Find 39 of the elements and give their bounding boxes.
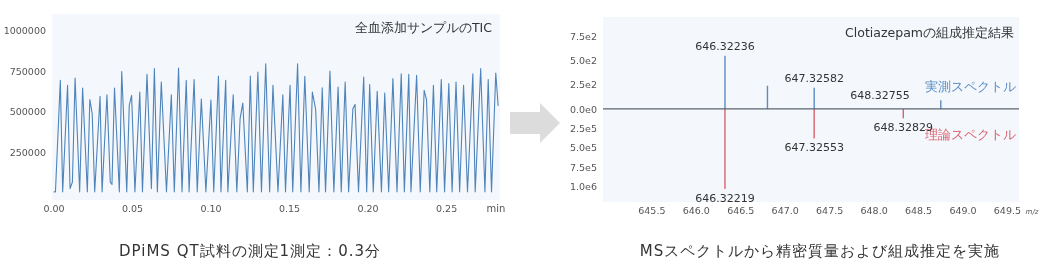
- y-tick-label: 750000: [9, 65, 46, 77]
- x-tick-label: 0.20: [357, 203, 379, 214]
- text: MSスペクトルから精密質量および組成推定を実施: [639, 242, 1001, 260]
- text: DPiMS QT試料の測定1測定：0.3分: [118, 242, 382, 260]
- x-tick-label: 0.25: [436, 203, 458, 214]
- annotation: 648.32755: [850, 89, 910, 102]
- text: 全血添加サンプルのTIC: [354, 20, 493, 35]
- x-tick-label: 646.0: [682, 205, 710, 216]
- y-tick-label: 500000: [9, 106, 46, 118]
- line-series: [53, 63, 499, 193]
- y-tick-label: 5.0e2: [570, 55, 597, 67]
- y-tick-label: 1000000: [3, 24, 46, 36]
- y-tick-label: 2.5e2: [570, 79, 597, 91]
- x-tick-label: 649.5: [993, 205, 1022, 216]
- x-tick-label: 0.05: [121, 203, 144, 214]
- x-tick-label: 0.15: [279, 203, 301, 214]
- x-tick-label: 647.0: [771, 205, 799, 216]
- x-tick-label: 648.0: [860, 205, 888, 216]
- annotation: 646.32236: [695, 39, 755, 53]
- x-tick-label: 645.5: [638, 205, 666, 216]
- text: Clotiazepamの組成推定結果: [845, 25, 1014, 40]
- x-tick-label: 0.10: [200, 203, 222, 214]
- x-tick-label: 647.5: [816, 205, 844, 216]
- series-label: 実測スペクトル: [925, 79, 1016, 94]
- annotation: 646.32219: [695, 191, 755, 205]
- annotation: 647.32582: [784, 71, 844, 85]
- x-tick-label: 646.5: [727, 205, 755, 216]
- y-tick-label: 5.0e5: [570, 142, 597, 154]
- x-tick-label: 648.5: [904, 205, 933, 216]
- y-tick-label: 2.5e5: [570, 122, 597, 134]
- y-tick-label: 0.0e0: [570, 103, 597, 115]
- annotation: 647.32553: [784, 141, 844, 155]
- x-tick-label: 0.00: [43, 203, 65, 214]
- x-axis-title: min: [486, 203, 506, 214]
- y-tick-label: 7.5e5: [570, 161, 597, 173]
- y-tick-label: 7.5e2: [570, 30, 597, 42]
- y-tick-label: 1.0e6: [570, 181, 597, 192]
- x-tick-label: 649.0: [949, 205, 977, 216]
- y-tick-label: 250000: [9, 147, 46, 159]
